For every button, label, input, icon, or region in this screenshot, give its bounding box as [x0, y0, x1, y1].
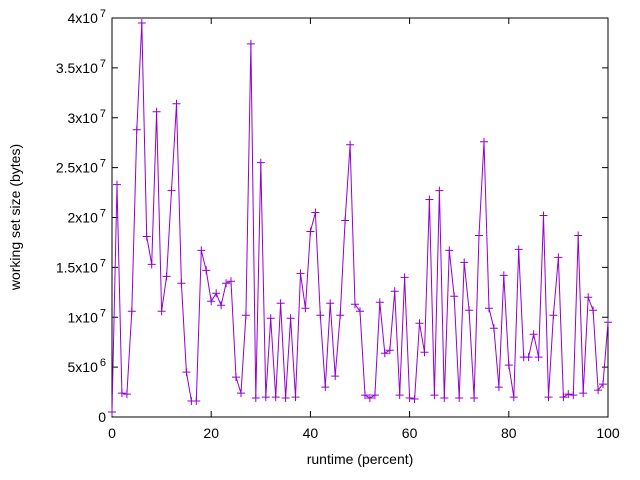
- y-tick-label: 0: [98, 409, 106, 425]
- y-tick-label: 1.5x10 7: [56, 257, 106, 275]
- y-tick-label: 2.5x10 7: [56, 158, 106, 176]
- plot-border: [111, 17, 609, 418]
- x-tick-label: 100: [596, 425, 620, 441]
- x-tick-label: 40: [303, 425, 319, 441]
- y-tick-label: 3.5x10 7: [56, 58, 106, 76]
- y-axis-title: working set size (bytes): [7, 143, 23, 291]
- series-line: [111, 22, 609, 413]
- y-tick-label: 1x10 7: [68, 307, 106, 325]
- axis-ticks: [111, 17, 609, 418]
- series-markers: [108, 19, 612, 416]
- x-tick-label: 0: [108, 425, 116, 441]
- x-axis-title: runtime (percent): [306, 451, 414, 467]
- y-tick-label: 2x10 7: [68, 208, 106, 226]
- x-tick-label: 20: [203, 425, 219, 441]
- y-tick-label: 3x10 7: [68, 108, 106, 126]
- y-tick-label: 5x10 6: [68, 357, 106, 375]
- x-tick-label: 60: [402, 425, 418, 441]
- x-tick-label: 80: [501, 425, 517, 441]
- y-tick-label: 4x10 7: [68, 8, 106, 26]
